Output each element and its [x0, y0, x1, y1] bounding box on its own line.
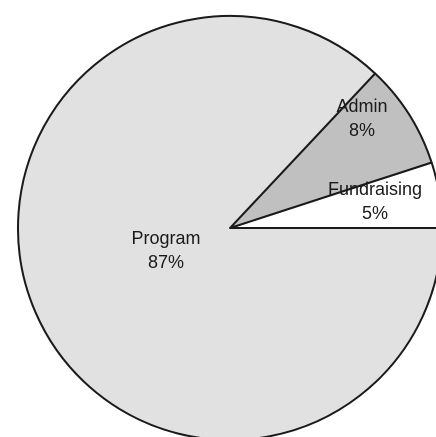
slice-percent-program: 87% [148, 252, 184, 272]
pie-slice-program [17, 15, 436, 437]
pie-slice-admin [229, 72, 433, 229]
slice-label-program: Program [131, 228, 200, 248]
slice-label-fundraising: Fundraising [328, 179, 422, 199]
slice-label-admin: Admin [336, 96, 387, 116]
slice-percent-admin: 8% [349, 120, 375, 140]
slice-percent-fundraising: 5% [362, 203, 388, 223]
